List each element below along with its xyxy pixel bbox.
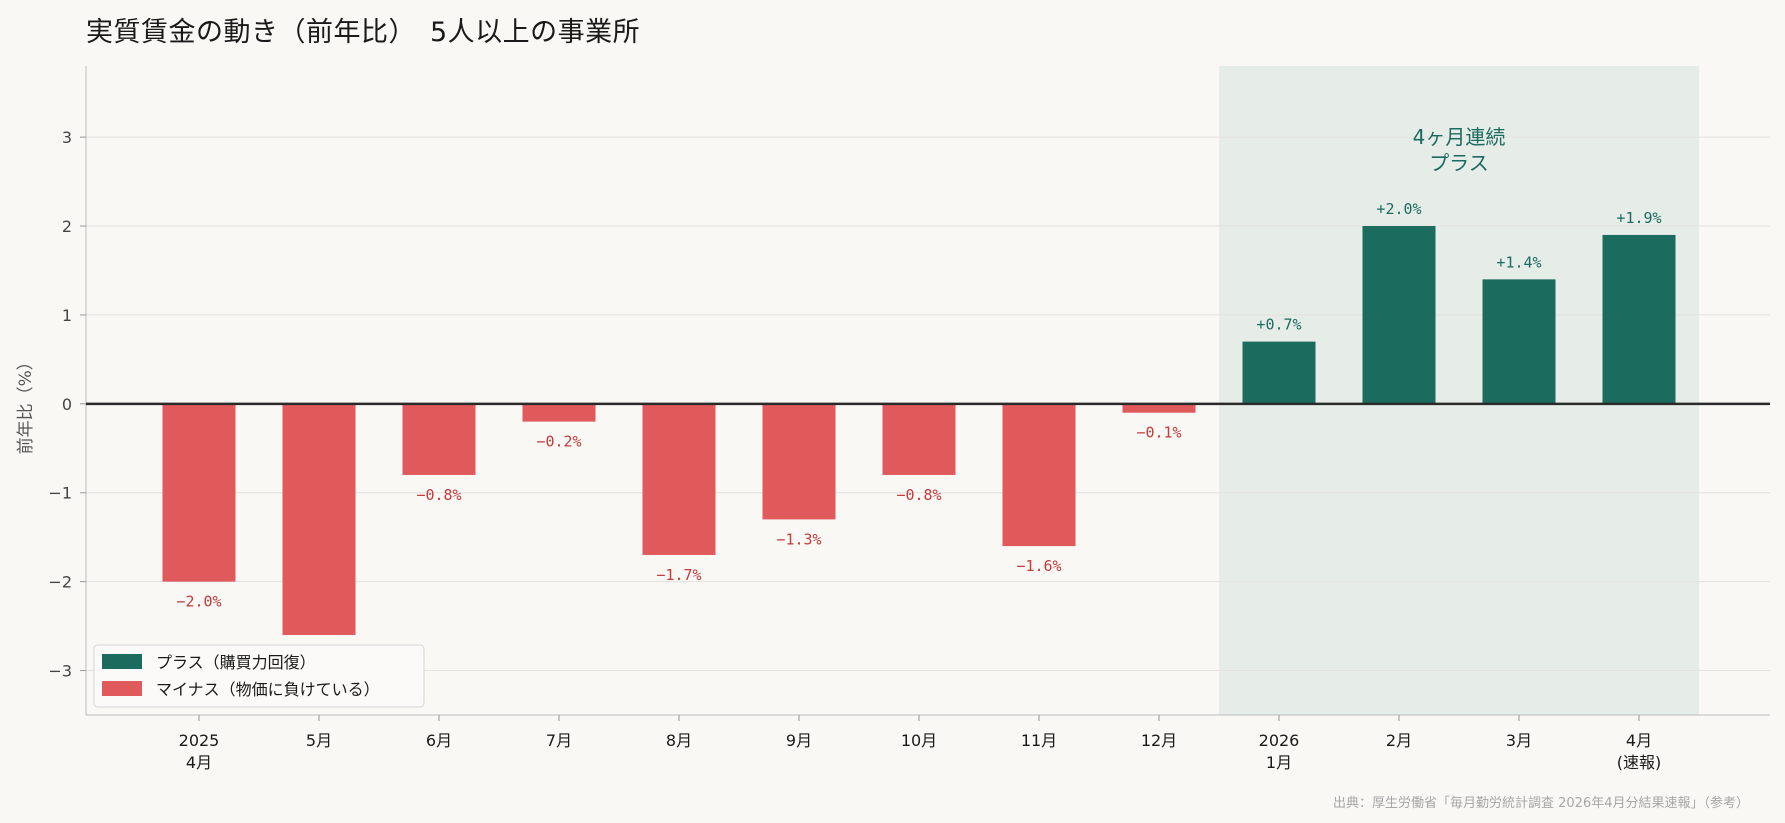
x-tick-label: 4月	[186, 753, 212, 772]
bar	[1602, 234, 1676, 404]
bar	[1242, 341, 1316, 404]
y-tick-label: 2	[62, 217, 72, 236]
data-label: −1.6%	[1016, 557, 1061, 575]
data-label: +2.0%	[1376, 200, 1421, 218]
data-label: +1.4%	[1496, 253, 1541, 271]
bar	[762, 403, 836, 520]
bar	[882, 403, 956, 475]
bar	[522, 403, 596, 422]
y-ticks: −3 −2 −1 0 1 2 3	[48, 128, 86, 681]
x-tick-label: 5月	[306, 731, 332, 750]
x-tick-label: 2025	[179, 731, 220, 750]
data-label: −1.3%	[776, 530, 821, 548]
bars	[162, 226, 1676, 635]
x-tick-label: 2026	[1259, 731, 1300, 750]
legend: プラス（購買力回復） マイナス（物価に負けている）	[93, 644, 425, 708]
y-tick-label: 3	[62, 128, 72, 147]
y-tick-label: −1	[48, 484, 72, 503]
x-tick-label: 7月	[546, 731, 572, 750]
data-label: −0.2%	[536, 433, 581, 451]
x-tick-label: 2月	[1386, 731, 1412, 750]
legend-label: プラス（購買力回復）	[156, 653, 316, 672]
x-tick-label: 9月	[786, 731, 812, 750]
data-label: −0.1%	[1136, 424, 1181, 442]
data-label: −0.8%	[896, 486, 941, 504]
x-tick-label: 8月	[666, 731, 692, 750]
bar	[282, 403, 356, 635]
legend-swatch	[102, 681, 142, 696]
x-tick-label: 1月	[1266, 753, 1292, 772]
data-label: −0.8%	[416, 486, 461, 504]
y-tick-label: 1	[62, 306, 72, 325]
source-note: 出典：厚生労働省「毎月勤労統計調査 2026年4月分結果速報」（参考）	[1333, 796, 1749, 811]
y-axis-label: 前年比（%）	[16, 353, 36, 454]
x-tick-label: 10月	[901, 731, 937, 750]
legend-box	[93, 644, 425, 708]
annotation-line: プラス	[1429, 151, 1489, 175]
legend-label: マイナス（物価に負けている）	[156, 680, 380, 699]
data-label: −2.0%	[176, 593, 221, 611]
x-tick-label: 3月	[1506, 731, 1532, 750]
data-label: −1.7%	[656, 566, 701, 584]
bar	[1362, 226, 1436, 404]
x-tick-label: 6月	[426, 731, 452, 750]
bar	[1002, 403, 1076, 547]
chart-title: 実質賃金の動き（前年比） 5人以上の事業所	[86, 17, 641, 48]
annotation-line: 4ヶ月連続	[1413, 125, 1506, 149]
bar	[642, 403, 716, 555]
legend-swatch	[102, 654, 142, 669]
x-tick-label: 4月	[1626, 731, 1652, 750]
data-label: +1.9%	[1616, 209, 1661, 227]
data-label: +0.7%	[1256, 316, 1301, 334]
bar	[1122, 403, 1196, 413]
bar	[402, 403, 476, 475]
bar	[1482, 279, 1556, 404]
x-tick-label: 11月	[1021, 731, 1057, 750]
x-tick-label: 12月	[1141, 731, 1177, 750]
y-tick-label: 0	[62, 395, 72, 414]
x-tick-labels: 2025 4月 5月 6月 7月 8月 9月 10月 11月 12月 2026 1月 2月 3月 4月 (速報…	[179, 715, 1662, 772]
x-tick-label: (速報)	[1617, 753, 1662, 772]
axes	[85, 66, 1770, 716]
y-tick-label: −3	[48, 662, 72, 681]
bar	[162, 403, 236, 582]
y-tick-label: −2	[48, 573, 72, 592]
annotation: 4ヶ月連続プラス	[1413, 125, 1506, 175]
